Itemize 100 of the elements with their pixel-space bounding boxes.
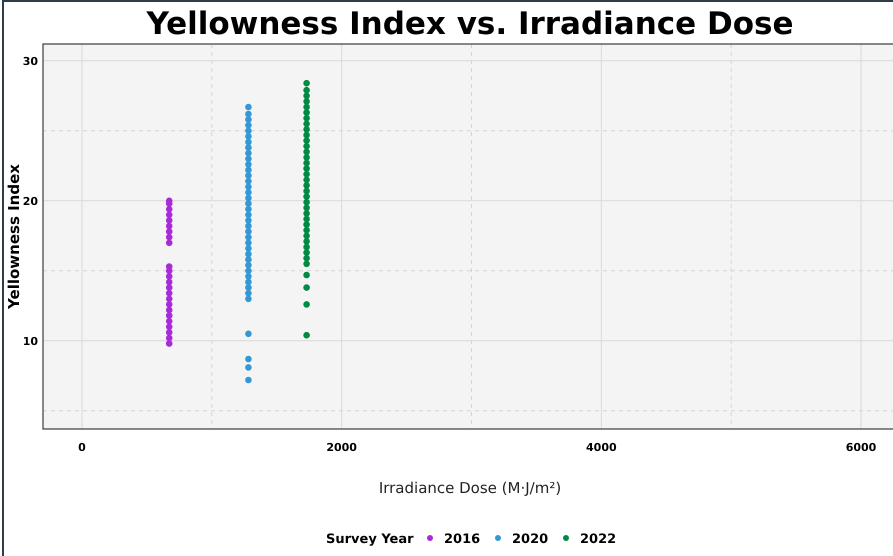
point xyxy=(245,144,252,151)
point xyxy=(166,301,173,308)
point xyxy=(245,228,252,235)
point xyxy=(166,234,173,240)
point xyxy=(166,284,173,291)
point xyxy=(166,318,173,324)
point xyxy=(166,329,173,336)
x-axis-title: Irradiance Dose (M·J/m²) xyxy=(378,479,562,497)
point xyxy=(245,217,252,224)
legend-label: 2016 xyxy=(444,532,480,547)
x-tick-label: 4000 xyxy=(586,441,617,454)
point xyxy=(245,133,252,140)
point xyxy=(303,332,310,338)
point xyxy=(166,324,173,330)
point xyxy=(303,142,310,150)
point xyxy=(303,165,310,172)
point xyxy=(245,172,252,179)
legend-label: 2020 xyxy=(512,532,548,547)
y-tick-label: 30 xyxy=(22,54,38,68)
point xyxy=(303,114,310,122)
point xyxy=(245,128,252,134)
point xyxy=(303,254,310,262)
y-tick-label: 10 xyxy=(22,334,38,348)
point xyxy=(245,250,252,258)
point xyxy=(166,273,173,280)
point xyxy=(303,244,310,250)
point xyxy=(303,92,310,100)
point xyxy=(303,272,310,278)
x-tick-label: 2000 xyxy=(326,441,358,454)
point xyxy=(303,98,310,105)
point xyxy=(303,260,310,268)
point xyxy=(166,306,173,314)
point xyxy=(245,110,252,118)
point xyxy=(303,221,310,228)
point xyxy=(303,238,310,245)
point xyxy=(245,284,252,291)
point xyxy=(245,330,252,338)
point xyxy=(303,109,310,116)
point xyxy=(245,234,252,240)
point xyxy=(303,188,310,194)
point xyxy=(166,340,173,347)
point xyxy=(303,154,310,161)
point xyxy=(303,104,310,110)
legend-label: 2022 xyxy=(580,532,616,547)
point xyxy=(245,240,252,246)
point xyxy=(245,178,252,184)
point xyxy=(166,228,173,235)
point xyxy=(245,256,252,263)
point xyxy=(166,206,173,212)
point xyxy=(245,200,252,207)
point xyxy=(303,182,310,189)
point xyxy=(245,376,252,384)
point xyxy=(303,249,310,256)
point xyxy=(245,194,252,202)
point xyxy=(245,364,252,371)
point xyxy=(303,216,310,222)
y-axis-title: Yellowness Index xyxy=(5,164,23,310)
point xyxy=(245,212,252,218)
point xyxy=(303,204,310,212)
point xyxy=(303,176,310,184)
point xyxy=(303,86,310,94)
point xyxy=(166,334,173,342)
point xyxy=(166,222,173,230)
point xyxy=(245,296,252,302)
point xyxy=(245,166,252,174)
point xyxy=(303,193,310,200)
chart-title: Yellowness Index vs. Irradiance Dose xyxy=(146,6,794,42)
point xyxy=(303,148,310,156)
point xyxy=(166,278,173,286)
point xyxy=(303,210,310,217)
point xyxy=(166,312,173,319)
point xyxy=(245,262,252,268)
point xyxy=(245,116,252,123)
point xyxy=(303,301,310,308)
point xyxy=(245,189,252,196)
legend-title: Survey Year xyxy=(326,532,414,547)
point xyxy=(245,161,252,168)
point xyxy=(166,240,173,246)
point xyxy=(303,126,310,133)
x-tick-label: 0 xyxy=(78,441,86,454)
y-tick-label: 20 xyxy=(22,194,38,208)
point xyxy=(303,80,310,86)
point xyxy=(245,156,252,162)
point xyxy=(245,273,252,280)
point xyxy=(245,268,252,274)
point xyxy=(303,198,310,206)
point xyxy=(303,226,310,234)
point xyxy=(245,184,252,190)
point xyxy=(245,150,252,156)
point xyxy=(303,284,310,291)
point xyxy=(245,138,252,146)
point xyxy=(245,245,252,252)
point xyxy=(303,170,310,178)
point xyxy=(303,160,310,166)
point xyxy=(166,290,173,296)
point xyxy=(303,120,310,128)
point xyxy=(245,278,252,286)
point xyxy=(166,217,173,224)
point xyxy=(303,137,310,144)
point xyxy=(245,122,252,128)
